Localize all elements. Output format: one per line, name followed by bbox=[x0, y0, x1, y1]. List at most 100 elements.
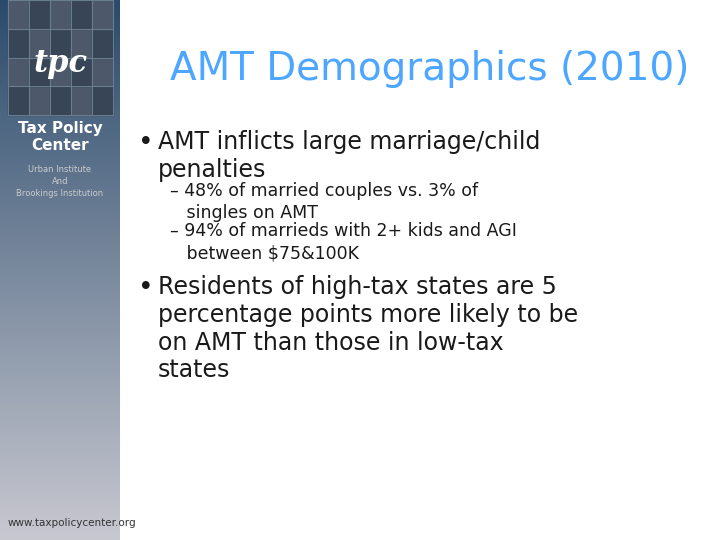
Bar bbox=[0, 296, 120, 299]
Bar bbox=[0, 178, 120, 180]
Bar bbox=[0, 280, 120, 282]
Bar bbox=[0, 210, 120, 212]
Bar bbox=[0, 80, 120, 83]
Bar bbox=[50, 29, 71, 57]
Bar bbox=[0, 190, 120, 193]
Bar bbox=[0, 518, 120, 520]
Bar bbox=[0, 100, 120, 103]
Bar bbox=[0, 320, 120, 322]
Bar bbox=[0, 39, 120, 42]
Bar bbox=[0, 136, 120, 139]
Text: www.taxpolicycenter.org: www.taxpolicycenter.org bbox=[8, 518, 137, 528]
Bar bbox=[0, 181, 120, 184]
Bar bbox=[0, 279, 120, 281]
Bar bbox=[0, 208, 120, 211]
Bar bbox=[0, 525, 120, 528]
Bar bbox=[0, 64, 120, 66]
Bar bbox=[0, 406, 120, 409]
Bar bbox=[0, 194, 120, 196]
Bar bbox=[0, 129, 120, 131]
Bar bbox=[0, 465, 120, 468]
Bar bbox=[0, 523, 120, 525]
Bar bbox=[0, 273, 120, 275]
Bar bbox=[0, 370, 120, 373]
Bar bbox=[0, 253, 120, 255]
Bar bbox=[0, 44, 120, 47]
Bar bbox=[0, 286, 120, 288]
Bar bbox=[0, 70, 120, 72]
Bar bbox=[0, 152, 120, 155]
Bar bbox=[0, 140, 120, 142]
Bar bbox=[8, 0, 29, 29]
Bar bbox=[0, 387, 120, 389]
Bar bbox=[92, 29, 113, 57]
Bar bbox=[0, 516, 120, 518]
Bar bbox=[0, 113, 120, 115]
Bar bbox=[0, 448, 120, 450]
Bar bbox=[0, 449, 120, 452]
Bar bbox=[0, 239, 120, 241]
Bar bbox=[0, 327, 120, 329]
Bar bbox=[0, 426, 120, 428]
Bar bbox=[0, 505, 120, 508]
Bar bbox=[0, 165, 120, 167]
Bar bbox=[29, 86, 50, 115]
Bar bbox=[0, 451, 120, 454]
Bar bbox=[0, 372, 120, 374]
Bar bbox=[0, 60, 120, 63]
Text: tpc: tpc bbox=[33, 48, 88, 79]
Bar bbox=[0, 365, 120, 367]
Bar bbox=[0, 41, 120, 43]
Bar bbox=[0, 6, 120, 9]
Bar bbox=[0, 532, 120, 535]
Bar bbox=[0, 527, 120, 529]
Bar bbox=[0, 399, 120, 401]
Bar bbox=[0, 428, 120, 430]
Bar bbox=[0, 154, 120, 157]
Bar bbox=[0, 460, 120, 463]
Text: AMT inflicts large marriage/child
penalties: AMT inflicts large marriage/child penalt… bbox=[158, 130, 541, 182]
Bar bbox=[0, 91, 120, 93]
Bar bbox=[0, 289, 120, 292]
Bar bbox=[0, 75, 120, 77]
Bar bbox=[0, 430, 120, 432]
Bar bbox=[0, 33, 120, 36]
Bar bbox=[0, 5, 120, 7]
Bar bbox=[0, 349, 120, 351]
Bar bbox=[0, 3, 120, 5]
Bar bbox=[0, 16, 120, 18]
Bar bbox=[0, 188, 120, 191]
Bar bbox=[0, 403, 120, 405]
Bar bbox=[0, 68, 120, 70]
Bar bbox=[0, 241, 120, 243]
Bar bbox=[0, 480, 120, 482]
Bar bbox=[29, 29, 50, 57]
Bar bbox=[0, 109, 120, 112]
Bar bbox=[0, 90, 120, 92]
Bar bbox=[0, 401, 120, 403]
Bar bbox=[0, 298, 120, 301]
Bar bbox=[0, 12, 120, 15]
Bar bbox=[0, 341, 120, 344]
Bar bbox=[0, 21, 120, 23]
Bar bbox=[92, 0, 113, 29]
Bar bbox=[0, 120, 120, 123]
Bar bbox=[0, 419, 120, 421]
Bar bbox=[0, 323, 120, 326]
Bar bbox=[0, 411, 120, 414]
Bar bbox=[0, 446, 120, 448]
Bar bbox=[8, 57, 29, 86]
Bar bbox=[0, 511, 120, 513]
Bar bbox=[0, 53, 120, 56]
Bar bbox=[0, 97, 120, 99]
Bar bbox=[0, 144, 120, 146]
Bar bbox=[0, 111, 120, 113]
Bar bbox=[0, 134, 120, 137]
Bar bbox=[0, 106, 120, 108]
Bar bbox=[0, 156, 120, 158]
Bar bbox=[0, 187, 120, 189]
Bar bbox=[0, 185, 120, 187]
Bar bbox=[0, 268, 120, 270]
Bar bbox=[0, 66, 120, 69]
Bar bbox=[0, 437, 120, 439]
